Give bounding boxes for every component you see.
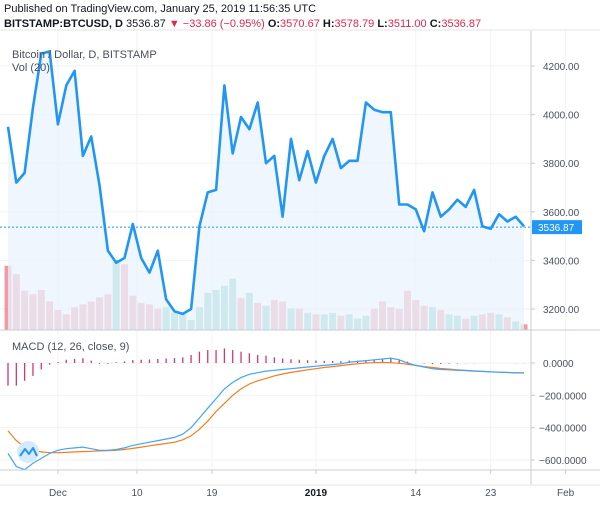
tradingview-logo-icon	[17, 441, 39, 463]
time-tick-label: Feb	[557, 488, 575, 499]
price-area	[0, 50, 531, 331]
macd-line	[7, 357, 525, 471]
close-label: C:	[429, 18, 442, 30]
price-tick-label: 3600.00	[543, 208, 580, 219]
macd-legend: MACD (12, 26, close, 9)	[12, 341, 130, 353]
price-line	[6, 50, 525, 316]
low-value: 3511.00	[387, 18, 427, 30]
macd-tick-label: 0.0000	[543, 359, 574, 370]
time-tick-label: 10	[131, 488, 143, 499]
time-tick-label: 14	[410, 488, 422, 499]
macd-histogram	[7, 348, 525, 386]
high-label: H:	[322, 18, 335, 30]
time-tick-label: 23	[485, 488, 497, 499]
chart-title: Bitcoin / Dollar, D, BITSTAMP	[12, 49, 157, 61]
time-tick-label: 19	[206, 488, 218, 499]
open-label: O:	[267, 18, 281, 30]
macd-tick-label: −400.0000	[539, 424, 587, 435]
published-line: Published on TradingView.com, January 25…	[4, 3, 317, 15]
high-value: 3578.79	[334, 18, 375, 30]
price-tick-label: 3400.00	[543, 256, 580, 267]
price-area-fill	[8, 51, 524, 331]
volume-legend: Vol (20)	[12, 62, 50, 74]
signal-line	[7, 361, 525, 454]
time-tick-label: 2019	[305, 488, 328, 499]
last-price-value: 3536.87	[538, 223, 575, 234]
price-change: ▼ −33.86 (−0.95%)	[168, 18, 265, 30]
last-price-badge	[532, 220, 582, 235]
macd-tick-label: −200.0000	[539, 391, 587, 402]
time-tick-label: Dec	[49, 488, 67, 499]
price-tick-label: 3800.00	[543, 159, 580, 170]
macd-lines	[7, 357, 525, 471]
price-tick-label: 4000.00	[543, 111, 580, 122]
last-price: 3536.87	[126, 18, 166, 30]
close-value: 3536.87	[441, 18, 482, 30]
price-tick-label: 4200.00	[543, 62, 580, 73]
macd-tick-label: −600.0000	[539, 456, 587, 467]
logo-mark	[19, 447, 38, 457]
price-tick-label: 3200.00	[543, 305, 580, 316]
axes: 3200.00 3400.00 3600.00 3800.00 4000.00 4200.…	[0, 29, 600, 499]
symbol-label: BITSTAMP:BTCUSD, D	[4, 18, 123, 30]
open-value: 3570.67	[280, 18, 320, 30]
low-label: L:	[377, 18, 388, 30]
ohlc-header: BITSTAMP:BTCUSD, D 3536.87 ▼ −33.86 (−0.…	[4, 18, 481, 30]
